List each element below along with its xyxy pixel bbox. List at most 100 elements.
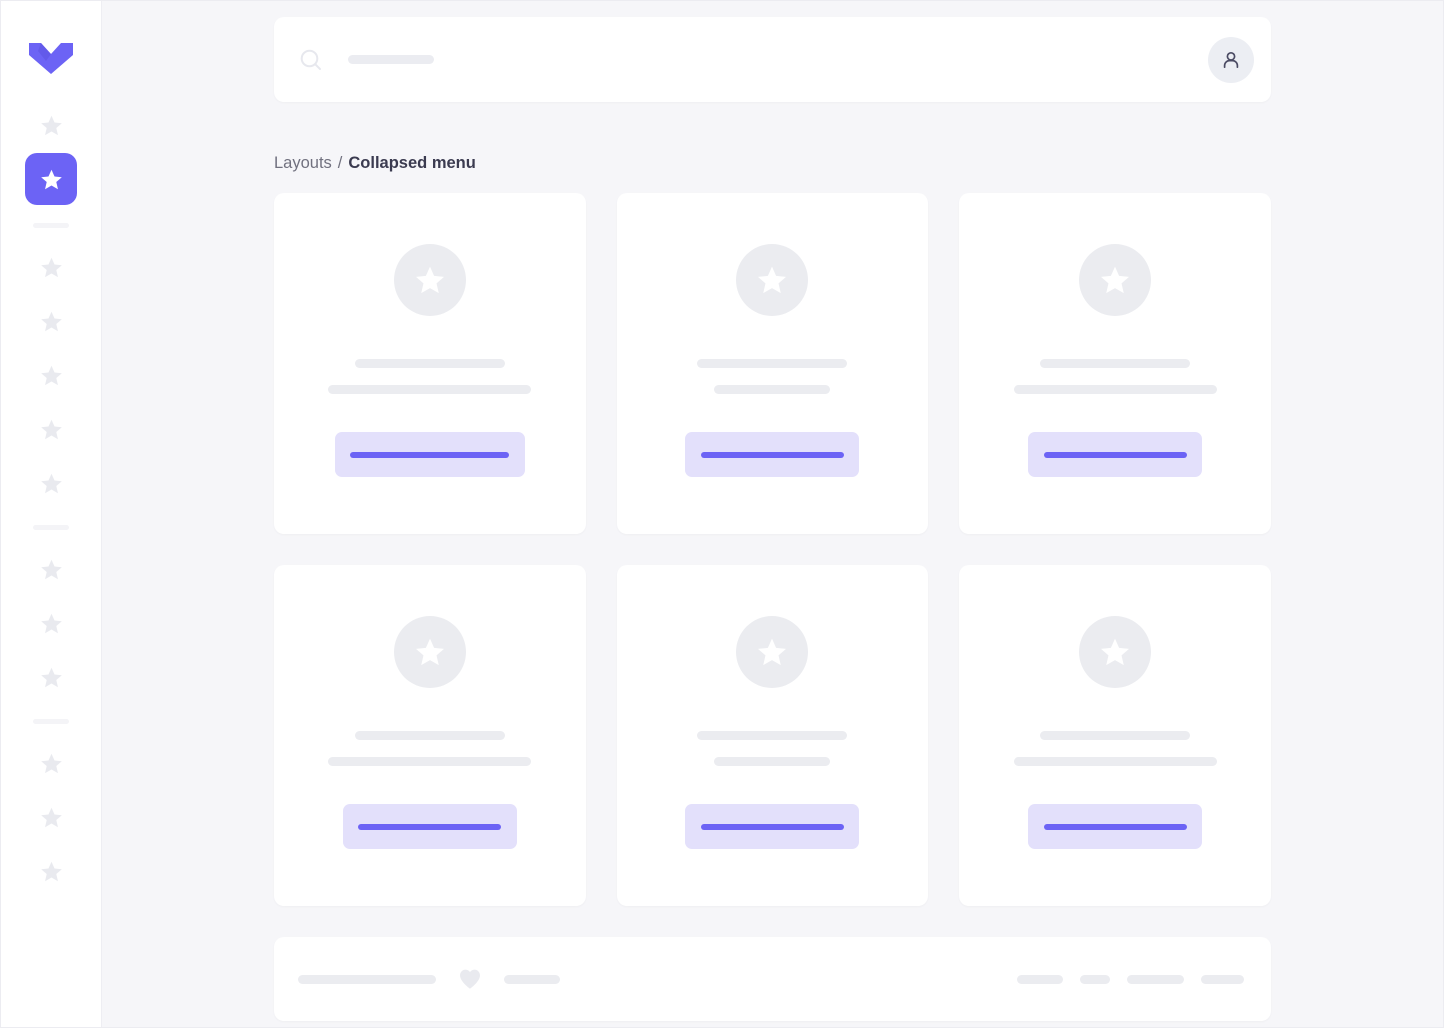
sidebar-nav: [25, 99, 77, 899]
card-action-button-label: [700, 451, 844, 458]
star-icon: [39, 751, 64, 776]
content-card[interactable]: [959, 193, 1271, 534]
card-avatar: [393, 616, 466, 688]
card-action-button[interactable]: [685, 804, 860, 849]
card-action-button-label: [350, 451, 510, 458]
star-icon: [39, 309, 64, 334]
breadcrumb: Layouts / Collapsed menu: [274, 102, 1271, 193]
footer-right-bar-2: [1080, 974, 1110, 984]
sidebar-item-2[interactable]: [25, 241, 77, 293]
star-icon: [39, 417, 64, 442]
card-avatar: [736, 616, 809, 688]
card-grid: [274, 193, 1271, 906]
footer-right-bar-4: [1201, 974, 1244, 984]
card-skeleton-line-2: [714, 757, 831, 766]
card-text-skeleton: [959, 731, 1271, 766]
footer-panel: [274, 937, 1271, 1021]
sidebar-item-0[interactable]: [25, 99, 77, 151]
sidebar-item-5[interactable]: [25, 403, 77, 455]
sidebar-item-7[interactable]: [25, 543, 77, 595]
search-input[interactable]: [348, 55, 434, 64]
content-card[interactable]: [274, 193, 586, 534]
star-icon: [39, 471, 64, 496]
card-action-button[interactable]: [1028, 804, 1203, 849]
brand-chevron-logo[interactable]: [25, 31, 77, 83]
star-icon: [1098, 263, 1132, 297]
breadcrumb-separator: /: [337, 154, 343, 172]
card-action-button[interactable]: [1028, 432, 1203, 477]
sidebar-item-12[interactable]: [25, 845, 77, 897]
sidebar: [1, 1, 102, 1027]
card-avatar: [393, 244, 466, 316]
user-avatar-button[interactable]: [1208, 36, 1254, 83]
top-bar: [274, 17, 1271, 102]
card-action-button[interactable]: [334, 432, 525, 477]
footer-left-bar-3: [504, 974, 560, 984]
sidebar-item-6[interactable]: [25, 457, 77, 509]
star-icon: [39, 255, 64, 280]
star-icon: [39, 805, 64, 830]
star-icon: [413, 635, 447, 669]
card-text-skeleton: [959, 359, 1271, 394]
breadcrumb-parent[interactable]: Layouts: [274, 154, 332, 172]
card-action-button[interactable]: [685, 432, 860, 477]
card-text-skeleton: [617, 731, 929, 766]
breadcrumb-current: Collapsed menu: [348, 154, 476, 172]
sidebar-item-11[interactable]: [25, 791, 77, 843]
sidebar-item-1-active[interactable]: [25, 153, 77, 205]
card-text-skeleton: [617, 359, 929, 394]
card-skeleton-line-2: [714, 385, 831, 394]
search-icon: [298, 47, 324, 73]
card-skeleton-line-1: [697, 731, 848, 740]
card-action-button[interactable]: [342, 804, 517, 849]
footer-left-bar-1: [298, 974, 436, 984]
content-card[interactable]: [616, 193, 929, 534]
sidebar-divider: [33, 719, 69, 724]
card-avatar: [1079, 616, 1152, 688]
card-skeleton-line-1: [1040, 359, 1191, 368]
card-skeleton-line-1: [354, 731, 505, 740]
card-action-button-label: [1043, 451, 1187, 458]
card-action-button-label: [700, 823, 844, 830]
card-skeleton-line-1: [697, 359, 848, 368]
card-avatar: [1079, 244, 1152, 316]
star-icon: [39, 113, 64, 138]
content-card[interactable]: [959, 565, 1271, 906]
card-skeleton-line-2: [328, 757, 532, 766]
star-icon: [755, 635, 789, 669]
footer-right-bar-1: [1017, 974, 1063, 984]
content-card[interactable]: [274, 565, 586, 906]
user-avatar-icon: [1219, 48, 1243, 72]
sidebar-item-10[interactable]: [25, 737, 77, 789]
card-skeleton-line-1: [1040, 731, 1191, 740]
star-icon: [755, 263, 789, 297]
card-action-button-label: [358, 823, 502, 830]
card-action-button-label: [1043, 823, 1187, 830]
heart-icon[interactable]: [457, 966, 483, 992]
star-icon: [39, 859, 64, 884]
card-skeleton-line-2: [328, 385, 532, 394]
footer-right-group: [1017, 974, 1244, 984]
star-icon: [39, 557, 64, 582]
card-skeleton-line-2: [1013, 385, 1217, 394]
card-text-skeleton: [274, 359, 586, 394]
sidebar-divider: [33, 525, 69, 530]
footer-right-bar-3: [1127, 974, 1184, 984]
star-icon: [39, 363, 64, 388]
star-icon: [39, 665, 64, 690]
content-card[interactable]: [616, 565, 929, 906]
sidebar-item-4[interactable]: [25, 349, 77, 401]
star-icon: [39, 167, 64, 192]
card-skeleton-line-1: [354, 359, 505, 368]
sidebar-item-8[interactable]: [25, 597, 77, 649]
star-icon: [1098, 635, 1132, 669]
sidebar-item-3[interactable]: [25, 295, 77, 347]
card-avatar: [736, 244, 809, 316]
footer-left-group: [298, 966, 560, 992]
main-content: Layouts / Collapsed menu: [102, 1, 1443, 1027]
sidebar-item-9[interactable]: [25, 651, 77, 703]
card-text-skeleton: [274, 731, 586, 766]
search-bar[interactable]: [298, 47, 1208, 73]
sidebar-divider: [33, 223, 69, 228]
